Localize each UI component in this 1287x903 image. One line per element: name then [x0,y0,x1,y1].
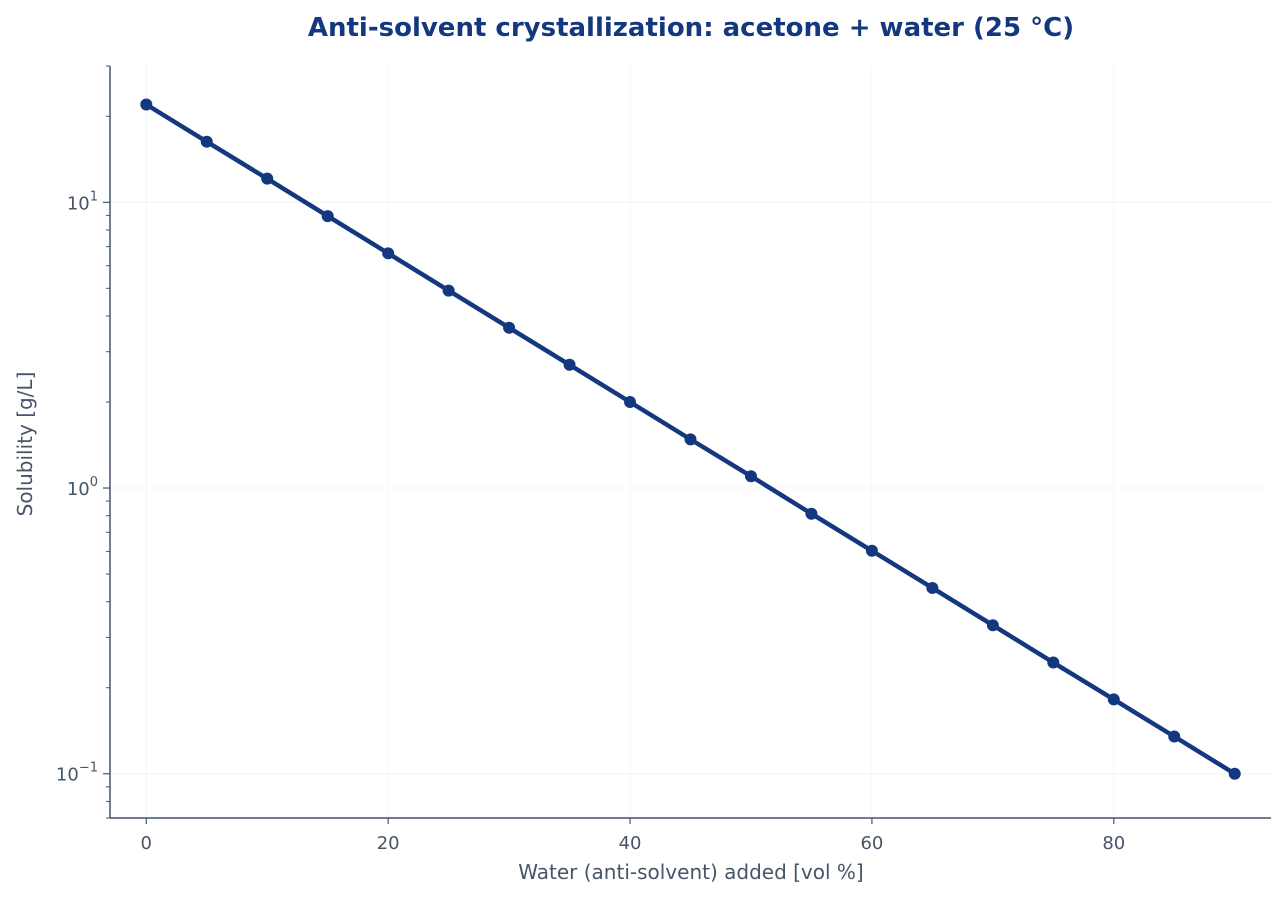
data-point [503,321,516,334]
data-point [986,619,999,632]
data-point [1228,767,1241,780]
series [140,98,1241,780]
x-tick-label: 0 [141,833,152,854]
data-point [744,470,757,483]
data-point [684,433,697,446]
x-tick-label: 40 [619,833,642,854]
y-axis-label: Solubility [g/L] [13,372,37,517]
data-point [261,172,274,185]
grid [110,66,1271,818]
y-tick-label: 10−1 [56,761,98,786]
y-tick-label: 100 [67,475,98,500]
x-axis-label: Water (anti-solvent) added [vol %] [518,860,863,884]
x-tick-label: 60 [860,833,883,854]
data-point [926,581,939,594]
data-point [321,210,334,223]
data-point [865,544,878,557]
data-point [624,396,637,409]
data-point [140,98,153,111]
axes [109,66,1271,819]
data-point [805,507,818,520]
data-point [382,247,395,260]
y-tick-label: 101 [67,189,98,214]
ticks: 0 20 40 60 80 10−1 100 101 [56,65,1125,854]
data-point [1047,656,1060,669]
data-point [442,284,455,297]
data-point [200,135,213,148]
data-point [1168,730,1181,743]
x-tick-label: 80 [1102,833,1125,854]
data-point [1107,693,1120,706]
data-point [563,358,576,371]
x-tick-label: 20 [377,833,400,854]
chart-title: Anti-solvent crystallization: acetone + … [308,13,1074,43]
